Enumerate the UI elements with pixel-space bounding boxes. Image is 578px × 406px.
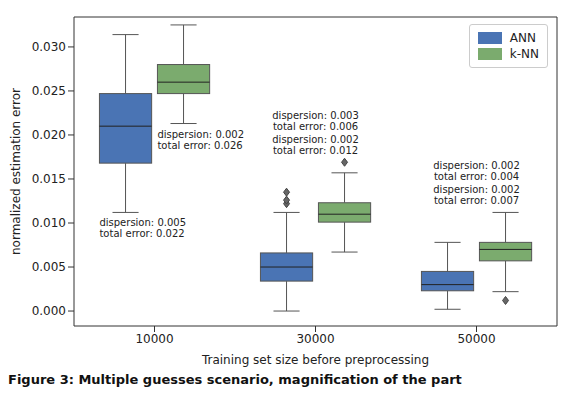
html-text:ANN: ANN bbox=[509, 31, 536, 45]
svg-text:0.000: 0.000 bbox=[32, 304, 66, 318]
svg-text:0.005: 0.005 bbox=[32, 260, 66, 274]
svg-text:total error: 0.012: total error: 0.012 bbox=[273, 145, 358, 156]
svg-text:normalized estimation error: normalized estimation error bbox=[9, 88, 23, 255]
svg-text:total error: 0.026: total error: 0.026 bbox=[157, 140, 242, 151]
svg-text:30000: 30000 bbox=[296, 332, 334, 346]
svg-text:total error: 0.022: total error: 0.022 bbox=[99, 228, 184, 239]
svg-text:dispersion: 0.002: dispersion: 0.002 bbox=[157, 129, 244, 140]
svg-text:total error: 0.007: total error: 0.007 bbox=[434, 195, 519, 206]
svg-text:Training set size before prepr: Training set size before preprocessing bbox=[201, 353, 429, 367]
svg-text:0.020: 0.020 bbox=[32, 128, 66, 142]
svg-text:dispersion: 0.002: dispersion: 0.002 bbox=[272, 134, 359, 145]
svg-text:dispersion: 0.002: dispersion: 0.002 bbox=[433, 160, 520, 171]
svg-text:total error: 0.004: total error: 0.004 bbox=[434, 171, 519, 182]
svg-text:dispersion: 0.005: dispersion: 0.005 bbox=[99, 217, 186, 228]
svg-text:50000: 50000 bbox=[457, 332, 495, 346]
svg-text:dispersion: 0.003: dispersion: 0.003 bbox=[272, 110, 359, 121]
svg-text:0.025: 0.025 bbox=[32, 84, 66, 98]
html-text:k-NN: k-NN bbox=[509, 47, 539, 61]
svg-text:dispersion: 0.002: dispersion: 0.002 bbox=[433, 184, 520, 195]
svg-text:0.015: 0.015 bbox=[32, 172, 66, 186]
svg-text:10000: 10000 bbox=[135, 332, 173, 346]
svg-text:total error: 0.006: total error: 0.006 bbox=[273, 121, 358, 132]
svg-text:0.030: 0.030 bbox=[32, 40, 66, 54]
html-text:Figure 3: Multiple guesses sce: Figure 3: Multiple guesses scenario, mag… bbox=[8, 372, 462, 387]
svg-text:0.010: 0.010 bbox=[32, 216, 66, 230]
